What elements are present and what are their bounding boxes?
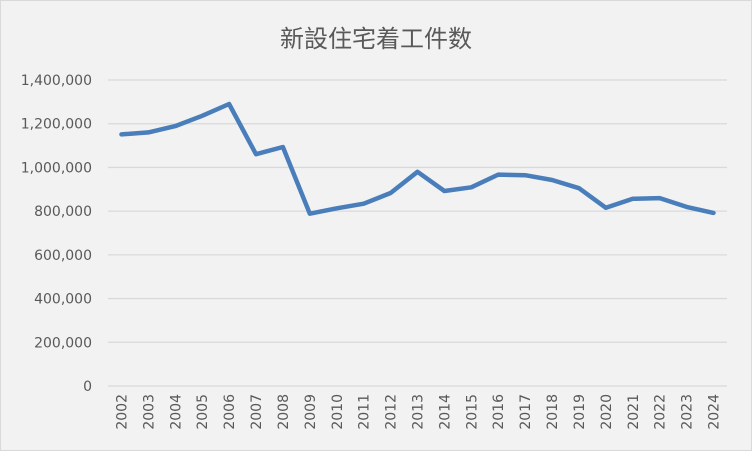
x-tick-label: 2015: [464, 394, 480, 430]
x-tick-label: 2010: [330, 394, 346, 430]
y-tick-label: 200,000: [34, 335, 92, 351]
y-tick-label: 800,000: [34, 204, 92, 220]
x-tick-label: 2003: [141, 394, 157, 430]
x-tick-label: 2008: [276, 394, 292, 430]
chart-title: 新設住宅着工件数: [280, 25, 472, 53]
x-tick-label: 2012: [384, 394, 400, 430]
x-tick-label: 2019: [572, 394, 588, 430]
y-tick-label: 600,000: [34, 248, 92, 264]
x-tick-label: 2011: [357, 394, 373, 430]
y-tick-label: 400,000: [34, 292, 92, 308]
y-tick-label: 0: [83, 379, 92, 395]
x-tick-label: 2017: [518, 394, 534, 430]
x-tick-label: 2013: [411, 394, 427, 430]
y-tick-label: 1,000,000: [21, 160, 92, 176]
x-tick-label: 2020: [599, 394, 615, 430]
x-tick-label: 2023: [680, 394, 696, 430]
x-tick-label: 2021: [626, 394, 642, 430]
x-tick-label: 2016: [491, 394, 507, 430]
x-tick-label: 2009: [303, 394, 319, 430]
x-tick-label: 2006: [222, 394, 238, 430]
x-tick-label: 2022: [653, 394, 669, 430]
x-tick-label: 2018: [545, 394, 561, 430]
x-tick-label: 2002: [114, 394, 130, 430]
x-tick-label: 2005: [195, 394, 211, 430]
y-tick-label: 1,400,000: [21, 73, 92, 89]
x-tick-label: 2014: [437, 394, 453, 430]
x-tick-label: 2007: [249, 394, 265, 430]
x-tick-label: 2024: [707, 394, 723, 430]
y-tick-label: 1,200,000: [21, 117, 92, 133]
x-tick-label: 2004: [168, 394, 184, 430]
